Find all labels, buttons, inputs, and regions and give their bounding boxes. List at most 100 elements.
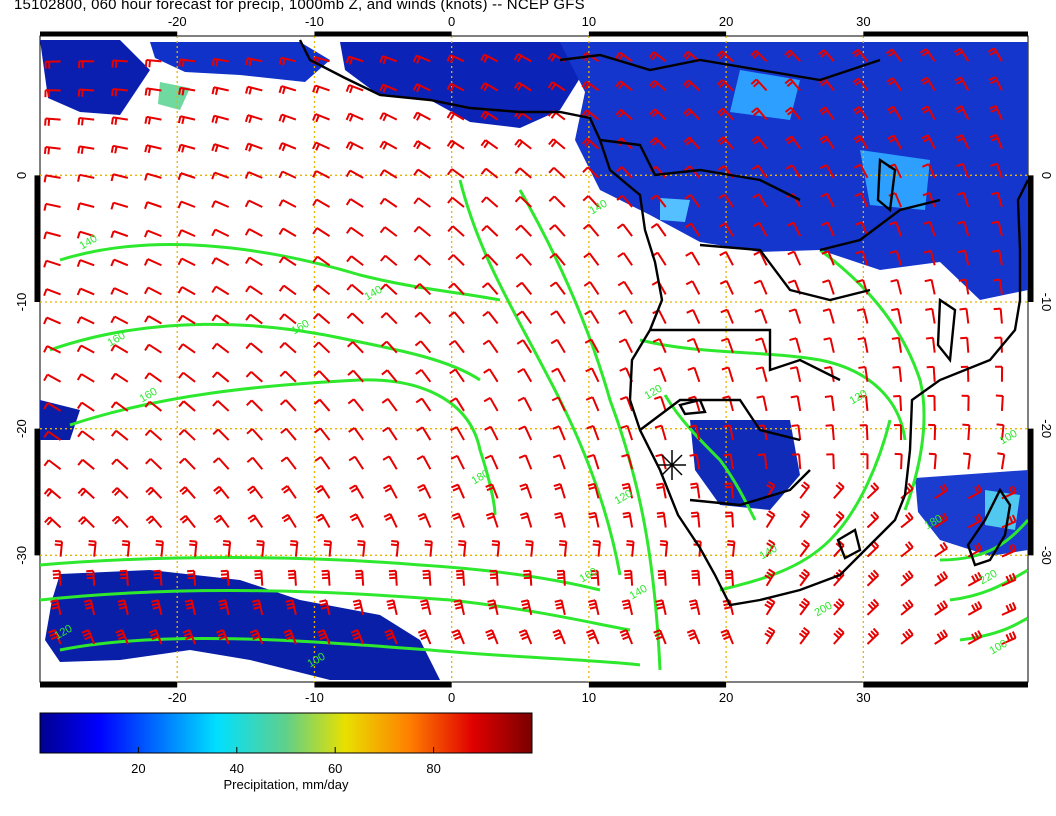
wind-barb — [686, 308, 701, 324]
wind-barb — [554, 599, 566, 616]
coastline-africa — [298, 39, 1028, 607]
wind-barb — [244, 114, 263, 124]
wind-barb — [824, 366, 835, 382]
wind-barb — [858, 365, 869, 382]
wind-barb — [144, 201, 162, 210]
wind-barb — [380, 254, 398, 267]
wind-barb — [349, 484, 365, 499]
wind-barb — [77, 145, 95, 154]
wind-barb — [790, 395, 802, 412]
wind-barb — [482, 339, 499, 354]
wind-barb — [514, 138, 532, 150]
wind-barb — [279, 370, 297, 383]
wind-barb — [345, 84, 364, 94]
border — [599, 138, 801, 202]
wind-barb — [928, 423, 937, 441]
wind-barb — [659, 539, 669, 557]
wind-barb — [44, 516, 62, 529]
wind-barb — [992, 278, 1003, 295]
wind-barb — [622, 511, 634, 528]
wind-barb — [866, 482, 880, 500]
wind-barb — [621, 482, 634, 499]
wind-barb — [928, 452, 937, 470]
map-axes: -20 -20 -10 -10 0 0 10 10 20 20 30 30 0 0 -10 -10 -20 -20… — [14, 14, 1054, 705]
wind-barb — [312, 255, 331, 267]
wind-barb — [653, 366, 667, 383]
wind-barb — [211, 114, 229, 124]
wind-barb — [43, 459, 62, 470]
wind-barb — [144, 87, 162, 96]
wind-barb — [515, 224, 532, 237]
wind-barb — [50, 599, 62, 616]
wind-barb — [798, 597, 810, 616]
wind-barb — [43, 316, 61, 325]
lat-tick-label-left: -30 — [14, 546, 29, 565]
wind-barb — [110, 429, 129, 441]
wind-barb — [348, 427, 364, 441]
wind-barb — [279, 313, 297, 325]
wind-barb — [958, 278, 970, 295]
wind-barb — [245, 85, 263, 95]
wind-barb — [955, 134, 970, 150]
wind-barb — [447, 225, 465, 237]
wind-barb — [586, 629, 600, 645]
wind-barb — [451, 483, 465, 499]
wind-barb — [1001, 572, 1017, 587]
wind-barb — [312, 284, 331, 296]
wind-barb — [76, 202, 95, 211]
lat-tick-label-right: -20 — [1039, 419, 1054, 438]
wind-barb — [954, 76, 970, 91]
contour-line — [939, 518, 1028, 562]
wind-barb — [481, 225, 499, 237]
wind-barb — [615, 108, 633, 121]
wind-barb — [690, 511, 701, 528]
border — [819, 198, 941, 252]
wind-barb — [791, 424, 802, 441]
wind-barb — [43, 145, 61, 155]
wind-barb — [554, 511, 566, 528]
contour-line — [40, 556, 601, 592]
wind-barb — [287, 569, 297, 586]
lon-tick-label-top: 20 — [719, 14, 733, 29]
wind-barb — [413, 197, 431, 208]
wind-barb — [750, 78, 768, 92]
wind-barb — [386, 599, 398, 616]
wind-barb — [685, 280, 701, 295]
wind-barb — [83, 599, 96, 616]
wind-barb — [617, 252, 633, 266]
wind-barb — [144, 115, 162, 125]
wind-barb — [934, 571, 949, 587]
wind-barb — [43, 259, 61, 268]
wind-barb — [321, 569, 331, 586]
wind-barb — [615, 80, 633, 92]
wind-barb — [720, 629, 734, 645]
wind-barb — [962, 423, 971, 441]
wind-barb — [256, 539, 265, 557]
wind-barb — [384, 629, 398, 645]
wind-barb — [799, 539, 810, 558]
wind-barb — [750, 50, 768, 63]
wind-barb — [245, 57, 263, 67]
wind-barb — [110, 230, 129, 239]
wind-barb — [212, 400, 230, 412]
wind-barb — [721, 366, 734, 383]
border — [639, 398, 801, 442]
coastline — [298, 39, 1028, 607]
wind-barb — [110, 315, 129, 325]
wind-barb — [518, 425, 533, 441]
wind-barb — [654, 424, 667, 441]
wind-barb — [584, 338, 600, 354]
wind-barb — [616, 166, 633, 179]
wind-barb — [350, 629, 365, 645]
wind-barb — [278, 199, 297, 208]
wind-barb — [655, 599, 667, 616]
wind-barb — [413, 225, 432, 237]
wind-barb — [314, 427, 331, 441]
wind-barb — [323, 539, 332, 557]
wind-barb — [144, 172, 162, 181]
wind-barb — [447, 196, 465, 208]
wind-barb — [581, 137, 600, 150]
wind-barb — [819, 163, 835, 179]
wind-barb — [448, 311, 465, 325]
wind-barb — [833, 510, 845, 529]
